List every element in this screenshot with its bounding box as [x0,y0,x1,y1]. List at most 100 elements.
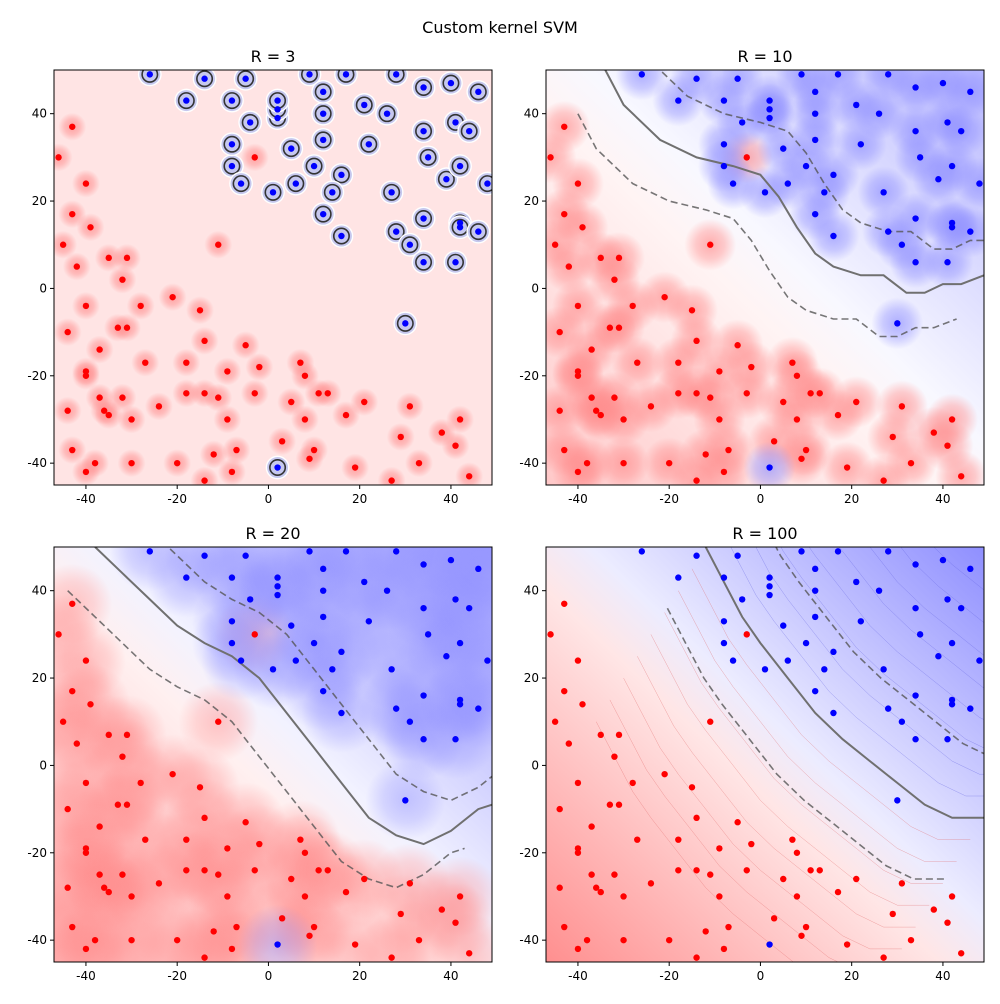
red-point [794,850,800,856]
blue-point [721,640,727,646]
red-point [707,394,713,400]
blue-point [944,736,950,742]
blue-point [766,464,772,470]
blue-point [721,141,727,147]
red-point [611,394,617,400]
y-tick-label: 40 [32,584,47,598]
x-tick-label: 40 [935,492,950,506]
blue-point [780,622,786,628]
red-point [707,719,713,725]
blue-point [338,172,344,178]
y-tick-label: -40 [27,933,47,947]
blue-point [766,592,772,598]
red-point [252,631,258,637]
blue-point [448,80,454,86]
blue-point [329,666,335,672]
red-point [466,950,472,956]
red-point [794,416,800,422]
red-point [343,889,349,895]
red-point [439,429,445,435]
blue-point [912,736,918,742]
blue-point [393,705,399,711]
blue-point [766,941,772,947]
red-point [83,303,89,309]
red-point [702,928,708,934]
red-point [771,438,777,444]
red-point [64,329,70,335]
red-point [83,180,89,186]
red-point [835,412,841,418]
red-point [183,359,189,365]
blue-point [693,76,699,82]
red-point [575,657,581,663]
red-point [693,338,699,344]
red-point [64,806,70,812]
blue-point [288,622,294,628]
red-point [629,780,635,786]
red-point [552,719,558,725]
blue-point [242,553,248,559]
blue-point [393,228,399,234]
red-point [725,924,731,930]
blue-point [311,640,317,646]
red-point [156,403,162,409]
blue-point [949,224,955,230]
blue-point [762,666,768,672]
blue-point [320,688,326,694]
y-tick-label: 40 [524,107,539,121]
blue-point [343,71,349,77]
x-tick-label: 20 [844,969,859,983]
blue-point [876,110,882,116]
blue-point [830,233,836,239]
red-point [64,885,70,891]
red-point [556,806,562,812]
blue-point [311,163,317,169]
red-point [83,469,89,475]
red-point [949,416,955,422]
blue-point [201,76,207,82]
red-point [69,601,75,607]
blue-point [858,618,864,624]
red-point [561,688,567,694]
red-point [183,867,189,873]
red-point [620,893,626,899]
red-point [55,631,61,637]
panel-4-title: R = 100 [732,524,797,543]
blue-point [967,705,973,711]
x-tick-label: 40 [443,969,458,983]
blue-point [338,710,344,716]
red-point [575,373,581,379]
blue-point [402,320,408,326]
y-tick-label: 0 [39,758,47,772]
blue-point [766,97,772,103]
blue-point [940,557,946,563]
y-tick-label: -20 [519,369,539,383]
red-point [106,412,112,418]
blue-point [484,180,490,186]
blue-point [812,89,818,95]
blue-point [830,649,836,655]
red-point [92,460,98,466]
red-point [201,390,207,396]
red-point [388,954,394,960]
red-point [315,867,321,873]
red-point [137,303,143,309]
red-point [242,342,248,348]
blue-point [912,259,918,265]
blue-point [466,128,472,134]
red-point [944,442,950,448]
red-point [958,950,964,956]
red-point [716,368,722,374]
blue-point [912,215,918,221]
blue-point [274,115,280,121]
blue-point [899,242,905,248]
red-point [306,456,312,462]
red-point [794,373,800,379]
red-point [844,464,850,470]
blue-point [967,566,973,572]
red-point [256,364,262,370]
red-point [352,941,358,947]
x-tick-label: 20 [844,492,859,506]
blue-point [247,119,253,125]
